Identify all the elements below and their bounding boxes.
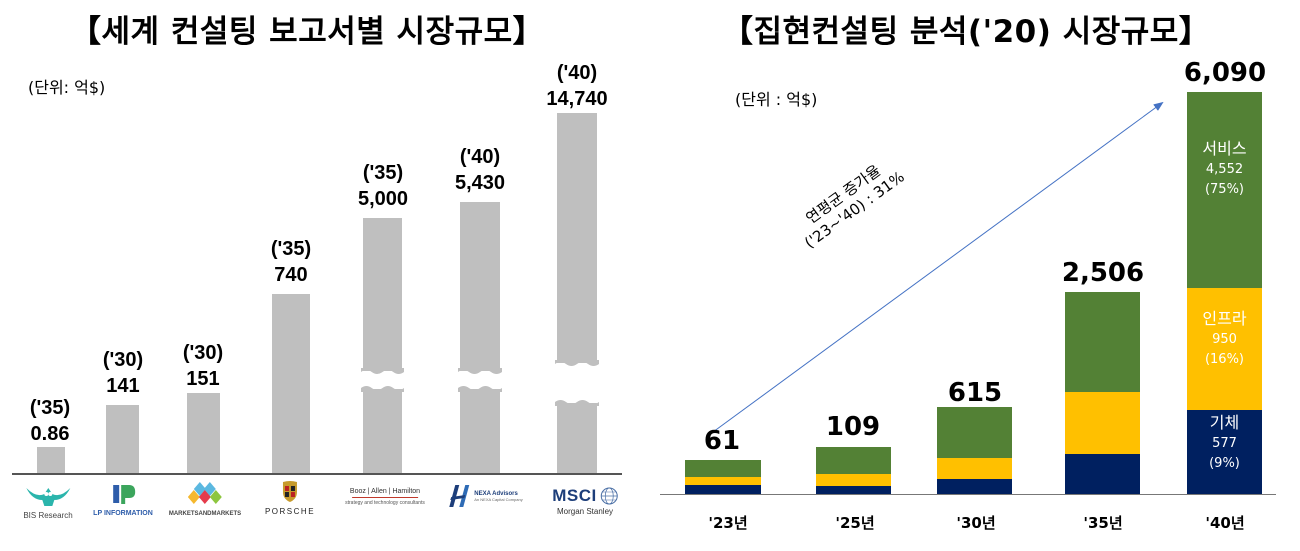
stacked-bar-2030 <box>937 407 1012 494</box>
logo-booz-allen-hamilton: Booz | Allen | Hamilton strategy and tec… <box>345 488 425 506</box>
segment-label-infra: 인프라 950 (16%) <box>1202 309 1247 367</box>
segment-airframe: 기체 577 (9%) <box>1187 410 1262 494</box>
right-chart-title: 【집현컨설팅 분석('20) 시장규모】 <box>722 14 1211 50</box>
segment-service <box>1065 292 1140 392</box>
bar-nexa-advisors <box>458 202 502 473</box>
segment-service <box>685 460 761 477</box>
globe-icon <box>600 487 618 505</box>
segment-airframe <box>1065 454 1140 494</box>
x-tick-label: '40년 <box>1205 514 1245 532</box>
bar-bis-research <box>37 447 65 473</box>
left-x-axis <box>12 473 622 475</box>
x-tick-label: '30년 <box>956 514 996 532</box>
total-label: 61 <box>703 426 741 456</box>
stacked-bar-2035 <box>1065 292 1140 494</box>
x-tick-label: '25년 <box>835 514 875 532</box>
bar-label: ('30) 141 <box>102 349 144 397</box>
left-unit-label: (단위: 억$) <box>28 78 106 97</box>
segment-infra <box>685 477 761 485</box>
bar-label: ('40) 5,430 <box>454 146 506 194</box>
lp-logo-icon <box>112 485 135 504</box>
axis-break <box>458 368 502 392</box>
segment-infra: 인프라 950 (16%) <box>1187 288 1262 410</box>
owl-icon <box>25 488 70 506</box>
total-label: 6,090 <box>1183 58 1267 88</box>
total-label: 109 <box>825 412 881 442</box>
bar-label: ('40) 14,740 <box>546 62 608 110</box>
logo-bis-research: BIS Research <box>23 484 73 520</box>
segment-label-airframe: 기체 577 (9%) <box>1209 413 1240 471</box>
bar-label: ('35) 5,000 <box>357 162 409 210</box>
logo-marketsandmarkets: MARKETSANDMARKETS <box>169 482 241 517</box>
bar-lp-information <box>106 405 139 473</box>
bar-porsche <box>272 294 310 473</box>
segment-airframe <box>816 486 891 494</box>
logo-porsche: PORSCHE <box>265 480 315 516</box>
segment-service <box>816 447 891 474</box>
nexa-logo-icon <box>449 485 470 507</box>
segment-infra <box>816 474 891 486</box>
diamond-logo-icon <box>188 482 222 504</box>
segment-service <box>937 407 1012 458</box>
segment-label-service: 서비스 4,552 (75%) <box>1202 139 1247 197</box>
axis-break <box>555 360 599 406</box>
bar-booz-allen-hamilton <box>361 218 404 473</box>
right-x-axis <box>660 494 1276 495</box>
logo-msci: MSCI Morgan Stanley <box>552 486 618 516</box>
porsche-crest-icon <box>283 481 297 502</box>
segment-infra <box>1065 392 1140 454</box>
total-label: 2,506 <box>1061 258 1145 288</box>
stacked-bar-2023 <box>685 460 761 494</box>
left-chart-title: 【세계 컨설팅 보고서별 시장규모】 <box>70 14 545 50</box>
bar-msci <box>555 113 599 473</box>
segment-airframe <box>685 485 761 494</box>
stacked-bar-2040: 서비스 4,552 (75%) 인프라 950 (16%) 기체 577 (9%… <box>1187 92 1262 494</box>
right-unit-label: (단위 : 억$) <box>735 90 818 109</box>
bar-label: ('35) 740 <box>270 238 312 286</box>
segment-service: 서비스 4,552 (75%) <box>1187 92 1262 288</box>
segment-infra <box>937 458 1012 479</box>
segment-airframe <box>937 479 1012 494</box>
bar-label: ('30) 151 <box>182 342 224 390</box>
x-tick-label: '23년 <box>708 514 748 532</box>
stacked-bar-2025 <box>816 447 891 494</box>
logo-lp-information: LP INFORMATION <box>93 484 153 517</box>
x-tick-label: '35년 <box>1083 514 1123 532</box>
axis-break <box>361 368 404 392</box>
bar-label: ('35) 0.86 <box>29 397 71 445</box>
bar-marketsandmarkets <box>187 393 220 473</box>
logo-nexa-advisors: NEXA Advisors An NEXA Capital Company <box>445 485 523 507</box>
total-label: 615 <box>947 378 1003 408</box>
